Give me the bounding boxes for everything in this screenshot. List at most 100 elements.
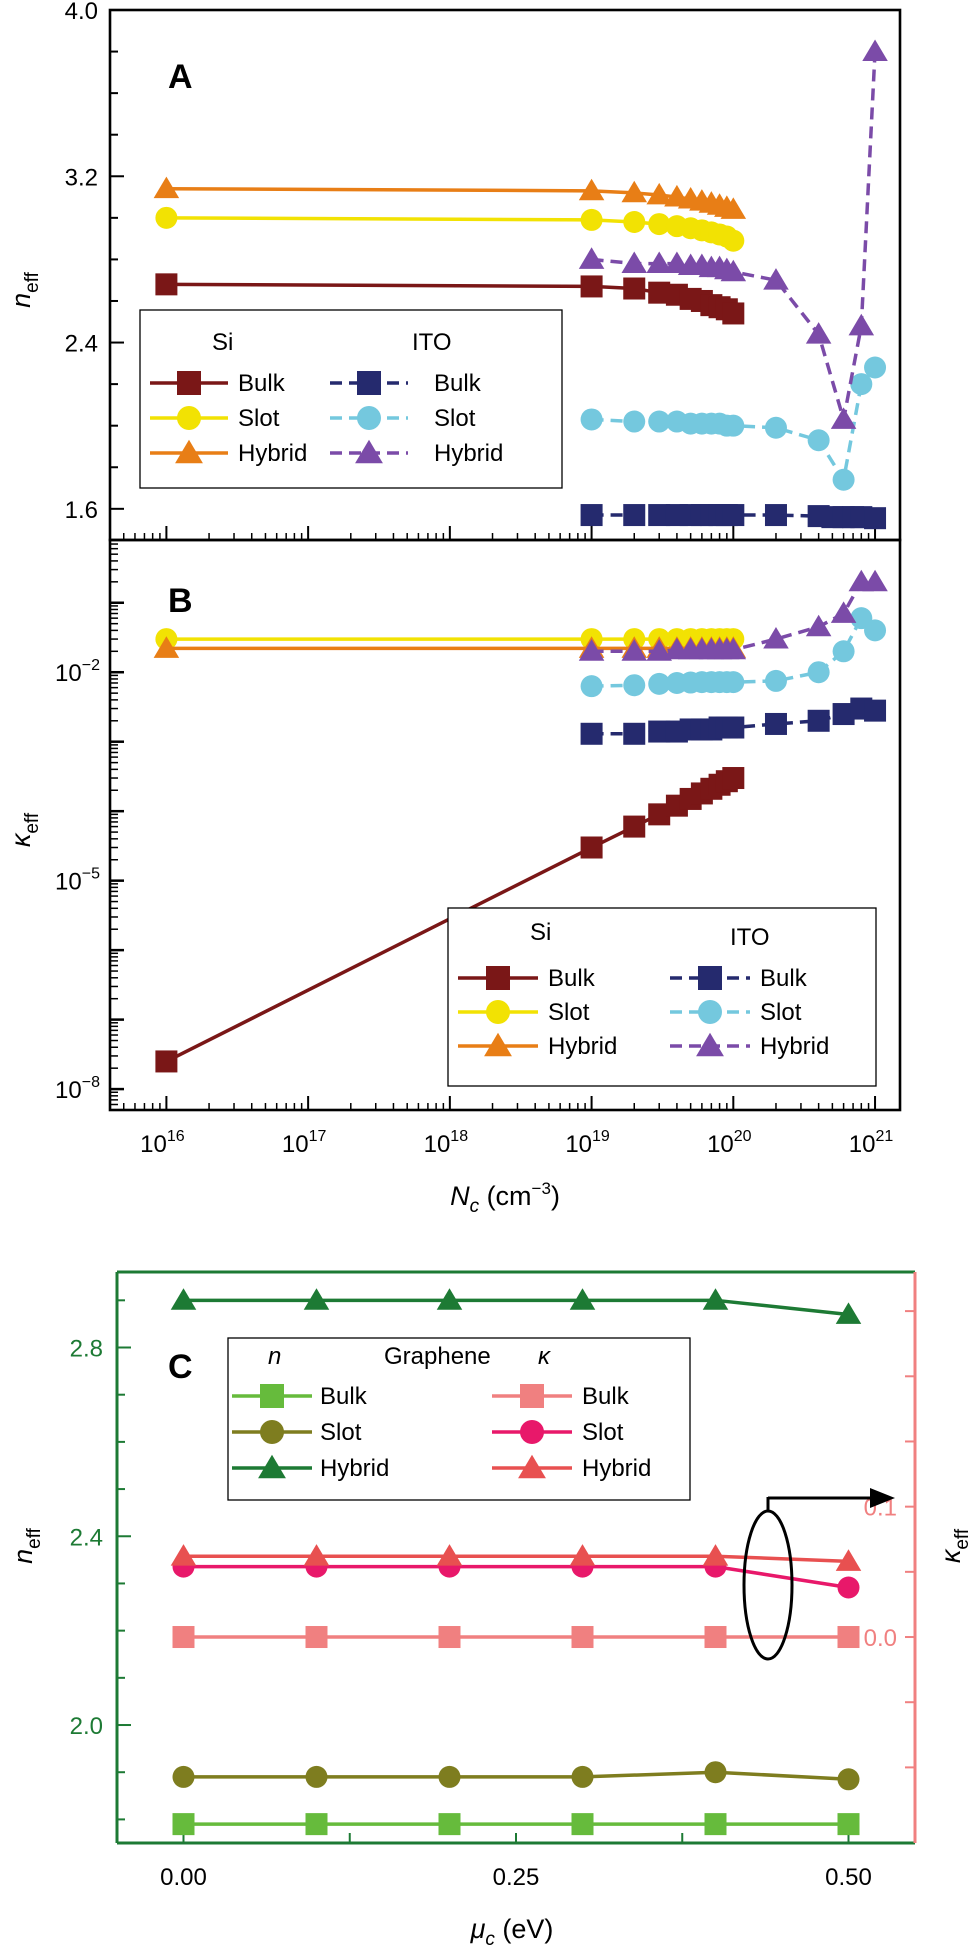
data-point-ito-slot xyxy=(764,416,787,439)
data-point-si-bulk xyxy=(648,281,671,304)
y-tick-label: 1.6 xyxy=(65,497,98,524)
data-point-si-hybrid xyxy=(153,176,180,199)
legend-marker-kappa-bulk xyxy=(520,1384,544,1408)
data-point-n-bulk xyxy=(438,1813,461,1836)
data-point-ito-hybrid xyxy=(578,639,605,661)
series-ito-bulk xyxy=(580,504,887,530)
data-point-si-bulk xyxy=(722,767,745,790)
series-ito-hybrid xyxy=(578,39,888,429)
data-point-si-hybrid xyxy=(153,636,180,658)
data-point-ito-hybrid xyxy=(646,251,672,273)
data-point-ito-slot xyxy=(580,675,603,698)
series-ito-slot xyxy=(580,607,887,698)
data-point-ito-bulk xyxy=(764,712,787,735)
y-tick-label-exponent: −5 xyxy=(82,866,100,883)
panel-b-legend-header-si: Si xyxy=(530,919,551,946)
data-point-ito-bulk xyxy=(648,504,671,527)
legend-label-si-bulk: Bulk xyxy=(548,965,596,992)
data-point-ito-hybrid xyxy=(805,614,832,637)
y-tick-label-2: 10−2 xyxy=(55,657,100,687)
panel-c-series xyxy=(170,1288,862,1836)
x-tick-label-16: 1016 xyxy=(140,1128,185,1158)
legend-marker-kappa-slot xyxy=(520,1420,544,1444)
data-point-ito-hybrid xyxy=(848,313,875,336)
legend-marker-si-hybrid xyxy=(484,1032,512,1057)
data-point-n-hybrid xyxy=(303,1288,330,1310)
y-tick-label-exponent: −8 xyxy=(82,1074,100,1091)
data-point-ito-slot xyxy=(648,672,671,695)
legend-label-n-slot: Slot xyxy=(320,1419,362,1446)
data-point-ito-bulk xyxy=(580,504,603,527)
x-tick-label-exponent: 19 xyxy=(592,1128,610,1145)
x-tick-label-18: 1018 xyxy=(424,1128,469,1158)
x-tick-label-exponent: 16 xyxy=(167,1128,185,1145)
data-point-ito-slot xyxy=(864,356,887,379)
data-point-ito-hybrid xyxy=(830,601,857,623)
panel-b-xlabel-close: ) xyxy=(551,1181,560,1211)
data-point-ito-hybrid xyxy=(763,626,789,649)
data-point-ito-slot xyxy=(832,640,855,663)
panel-c-ylabel-right-sub: eff xyxy=(952,1528,973,1550)
svg-text:neff: neff xyxy=(6,271,43,308)
data-point-kappa-bulk xyxy=(172,1626,195,1649)
panel-a: 1.6 2.4 3.2 4.0 A neff Si ITO Bulk Slot Hybri… xyxy=(6,0,902,542)
panel-c: 2.02.42.80.00.10.00 0.25 0.50 C neff κeff … xyxy=(8,1270,973,1950)
data-point-ito-bulk xyxy=(623,504,646,527)
svg-text:κeff: κeff xyxy=(6,812,43,847)
panel-c-xlabel-unit: (eV) xyxy=(495,1914,554,1944)
data-point-n-slot xyxy=(571,1765,594,1788)
data-point-ito-bulk xyxy=(722,716,745,739)
data-point-si-slot xyxy=(623,211,646,233)
data-point-ito-bulk xyxy=(722,504,745,527)
data-point-ito-hybrid xyxy=(862,569,888,592)
y-left-tick-label: 2.0 xyxy=(70,1713,103,1740)
legend-marker-ito-bulk xyxy=(698,966,722,990)
y-tick-label-0: 10−8 xyxy=(55,1074,100,1104)
data-point-ito-bulk xyxy=(832,703,855,726)
x-tick-label-base: 10 xyxy=(849,1131,876,1158)
data-point-si-bulk xyxy=(722,302,745,325)
legend-marker-kappa-hybrid xyxy=(518,1454,546,1479)
data-point-kappa-slot xyxy=(837,1576,860,1599)
data-point-si-hybrid xyxy=(621,180,648,203)
panel-a-legend-header-ito: ITO xyxy=(412,329,452,356)
legend-label-ito-slot: Slot xyxy=(760,999,802,1026)
legend-label-ito-hybrid: Hybrid xyxy=(760,1033,829,1060)
data-point-si-bulk xyxy=(155,273,178,296)
panel-c-label: C xyxy=(168,1348,193,1386)
legend-label-n-hybrid: Hybrid xyxy=(320,1455,389,1482)
data-point-n-hybrid xyxy=(170,1288,197,1310)
x-tick-label-21: 1021 xyxy=(849,1128,894,1158)
x-tick-label-exponent: 17 xyxy=(309,1128,327,1145)
panel-c-legend-header-kappa: κ xyxy=(538,1343,552,1370)
data-point-n-slot xyxy=(172,1765,195,1788)
data-point-kappa-hybrid xyxy=(702,1544,729,1566)
panel-b-ylabel-main: κ xyxy=(6,832,36,847)
data-point-n-bulk xyxy=(837,1813,860,1836)
data-point-si-bulk xyxy=(155,1050,178,1073)
series-line-n-slot xyxy=(183,1770,849,1782)
data-point-n-bulk xyxy=(571,1813,594,1836)
panel-a-legend: Si ITO Bulk Slot Hybrid Bulk Slot Hybrid xyxy=(139,309,563,489)
series-n-hybrid xyxy=(170,1288,862,1324)
y-tick-label-exponent: −2 xyxy=(82,657,100,674)
panel-c-xlabel-sub: c xyxy=(485,1929,495,1950)
data-point-ito-slot xyxy=(623,674,646,697)
svg-text:neff: neff xyxy=(8,1527,45,1564)
data-point-n-hybrid xyxy=(835,1302,862,1324)
data-point-ito-bulk xyxy=(807,709,830,732)
data-point-ito-hybrid xyxy=(805,322,832,344)
panel-b-series xyxy=(153,569,888,1073)
panel-b-xlabel-sub: c xyxy=(470,1196,480,1217)
legend-marker-ito-bulk xyxy=(357,371,381,395)
data-point-n-bulk xyxy=(305,1813,328,1836)
legend-marker-n-bulk xyxy=(260,1384,284,1408)
series-kappa-hybrid xyxy=(170,1544,862,1571)
series-si-bulk xyxy=(155,273,745,325)
data-point-n-hybrid xyxy=(569,1288,596,1310)
legend-label-ito-bulk: Bulk xyxy=(760,965,808,992)
y-right-tick-label: 0.0 xyxy=(864,1625,897,1652)
legend-marker-si-slot xyxy=(177,406,201,430)
data-point-n-slot xyxy=(305,1765,328,1788)
data-point-ito-hybrid xyxy=(720,637,747,660)
